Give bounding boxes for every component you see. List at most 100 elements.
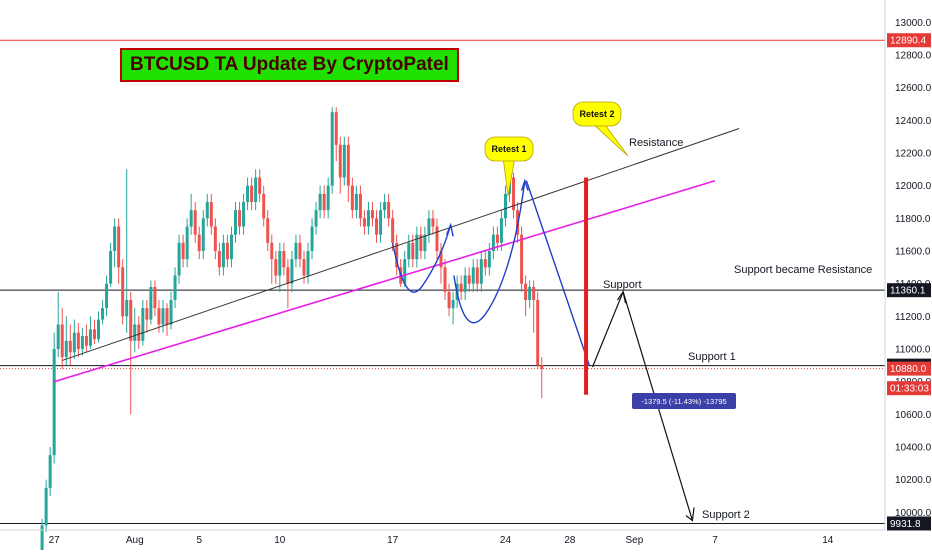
candle[interactable]	[443, 259, 447, 300]
candle[interactable]	[528, 280, 532, 309]
magenta-trendline[interactable]	[53, 180, 716, 383]
candle[interactable]	[326, 177, 330, 219]
candle[interactable]	[358, 185, 362, 227]
candle[interactable]	[189, 193, 193, 235]
candle[interactable]	[161, 300, 165, 333]
black-trendline[interactable]	[62, 128, 740, 361]
candle[interactable]	[475, 259, 479, 292]
candle[interactable]	[88, 316, 92, 349]
candle[interactable]	[97, 311, 100, 343]
candle[interactable]	[447, 283, 451, 317]
candle[interactable]	[463, 267, 467, 300]
candle[interactable]	[145, 300, 149, 333]
candle[interactable]	[149, 280, 153, 325]
measure-badge[interactable]: -1379.5 (-11.43%) -13795	[632, 393, 736, 409]
candle[interactable]	[346, 136, 350, 202]
candle[interactable]	[213, 218, 217, 260]
candle[interactable]	[419, 226, 423, 260]
candle[interactable]	[274, 251, 278, 284]
candle[interactable]	[415, 226, 419, 268]
candle[interactable]	[371, 202, 374, 227]
candle[interactable]	[229, 226, 233, 268]
candle[interactable]	[479, 251, 483, 292]
candle[interactable]	[491, 226, 495, 260]
candle[interactable]	[254, 169, 258, 211]
candle[interactable]	[379, 202, 383, 243]
candle[interactable]	[141, 300, 145, 346]
candle[interactable]	[334, 107, 338, 162]
candle[interactable]	[234, 202, 237, 243]
cup-pattern-2[interactable]	[453, 180, 526, 324]
candle[interactable]	[503, 185, 507, 227]
candle[interactable]	[387, 193, 391, 227]
candle[interactable]	[451, 291, 455, 325]
retest-1-callout[interactable]: Retest 1	[484, 136, 534, 197]
candle[interactable]	[68, 324, 72, 366]
candle[interactable]	[286, 259, 290, 309]
candle[interactable]	[48, 447, 52, 496]
cup-pattern-1[interactable]	[391, 224, 452, 293]
candle[interactable]	[487, 242, 491, 276]
candle[interactable]	[423, 226, 427, 260]
candle[interactable]	[238, 202, 242, 235]
red-measure-bar[interactable]	[584, 177, 589, 395]
candle[interactable]	[467, 267, 471, 292]
candle[interactable]	[427, 210, 431, 243]
candle[interactable]	[80, 327, 84, 356]
candle[interactable]	[40, 518, 44, 555]
candle[interactable]	[314, 202, 318, 235]
candle[interactable]	[512, 172, 516, 219]
candle[interactable]	[92, 319, 96, 345]
candle[interactable]	[209, 193, 213, 235]
candle[interactable]	[532, 280, 536, 333]
candle[interactable]	[177, 234, 181, 284]
candle[interactable]	[221, 234, 225, 276]
candle[interactable]	[435, 218, 439, 260]
retest-2-callout[interactable]: Retest 2	[572, 101, 629, 157]
candle[interactable]	[395, 234, 399, 276]
candle[interactable]	[342, 136, 346, 186]
candle[interactable]	[403, 251, 407, 287]
candle[interactable]	[366, 202, 370, 235]
candle[interactable]	[64, 316, 68, 366]
candle[interactable]	[278, 242, 282, 292]
candle[interactable]	[173, 267, 177, 309]
candle[interactable]	[129, 291, 133, 415]
candle[interactable]	[338, 136, 342, 194]
candle[interactable]	[242, 193, 246, 235]
candle[interactable]	[350, 177, 354, 219]
candle[interactable]	[375, 210, 379, 243]
candle[interactable]	[354, 185, 358, 219]
candle[interactable]	[322, 185, 326, 219]
candle[interactable]	[246, 177, 250, 211]
candle[interactable]	[125, 169, 129, 333]
candle[interactable]	[165, 303, 169, 336]
candle[interactable]	[520, 226, 524, 292]
candle[interactable]	[536, 291, 540, 369]
candle[interactable]	[101, 300, 105, 325]
candle[interactable]	[153, 280, 157, 317]
candle[interactable]	[258, 169, 262, 202]
candle[interactable]	[290, 251, 294, 292]
candle[interactable]	[137, 316, 141, 349]
candle[interactable]	[318, 185, 322, 219]
candle[interactable]	[121, 259, 125, 325]
candle[interactable]	[483, 251, 487, 276]
candle[interactable]	[185, 218, 189, 268]
candle[interactable]	[205, 193, 209, 227]
candle[interactable]	[407, 234, 411, 268]
candle[interactable]	[60, 308, 64, 369]
candle[interactable]	[133, 308, 137, 353]
candle[interactable]	[540, 357, 544, 398]
candle[interactable]	[471, 259, 475, 292]
candle[interactable]	[44, 479, 48, 532]
candle[interactable]	[298, 234, 302, 268]
candle[interactable]	[225, 234, 229, 268]
candle[interactable]	[266, 210, 270, 251]
candle[interactable]	[52, 332, 56, 464]
candle[interactable]	[302, 251, 306, 284]
candle[interactable]	[310, 218, 314, 260]
candle[interactable]	[250, 177, 254, 211]
